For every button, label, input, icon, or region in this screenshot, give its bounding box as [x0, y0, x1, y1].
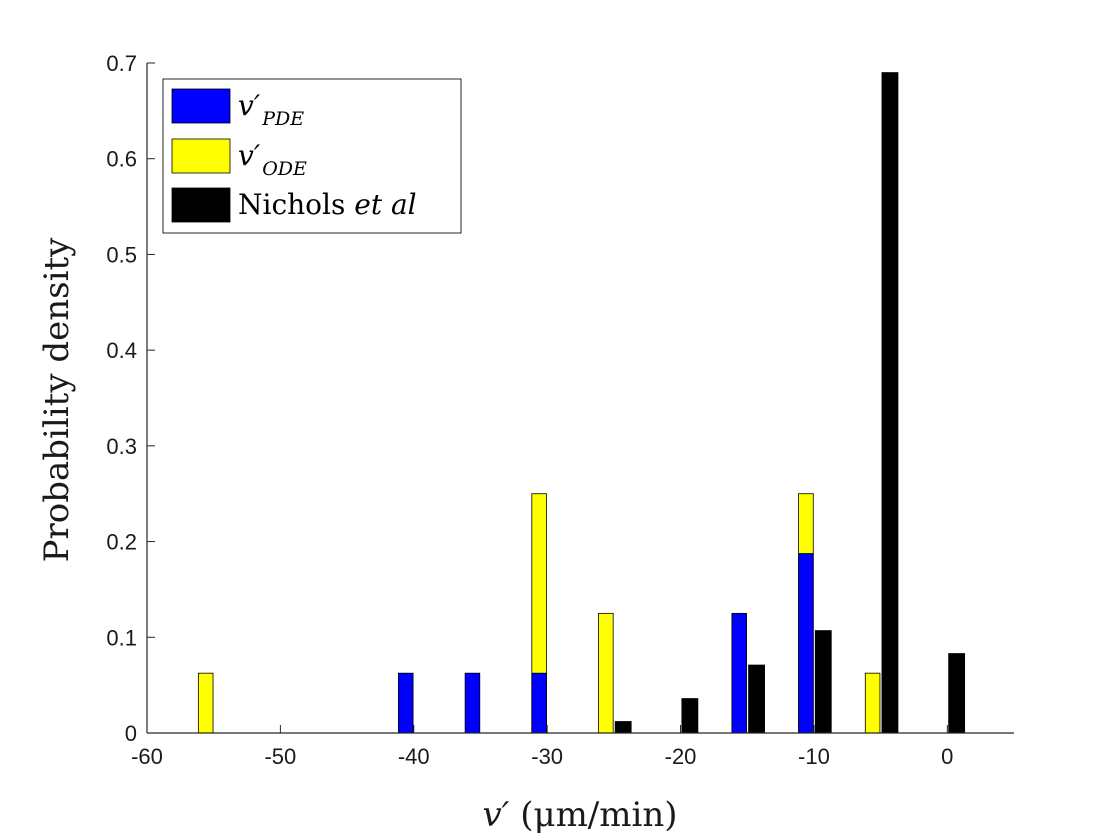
bar-vpde-2 — [531, 672, 547, 734]
bars-layer — [197, 72, 966, 734]
x-tick-label: -20 — [665, 744, 697, 769]
legend: v′ PDE v′ ODE Nichols et al — [162, 78, 462, 234]
bar-vpde-3 — [731, 612, 747, 734]
legend-swatch-1 — [171, 138, 231, 174]
bar-nicholsetal-1 — [681, 698, 699, 734]
x-axis-title-variable: v′ — [482, 795, 509, 835]
legend-swatch-2 — [171, 187, 231, 223]
legend-label-0: v′ PDE — [238, 89, 304, 130]
y-tick-label: 0.1 — [106, 625, 137, 650]
bar-vpde-0 — [398, 672, 414, 734]
y-tick-label: 0.5 — [106, 242, 137, 267]
x-axis-title-units: (μm/min) — [520, 795, 677, 835]
y-tick-label: 0.7 — [106, 51, 137, 76]
bar-nicholsetal-3 — [814, 630, 832, 734]
y-tick-label: 0.6 — [106, 147, 137, 172]
y-tick-label: 0.4 — [106, 338, 137, 363]
legend-label-1: v′ ODE — [238, 139, 307, 180]
bar-nicholsetal-0 — [614, 721, 632, 734]
svg-text:v′ (μm/min): v′ (μm/min) — [482, 795, 677, 835]
axes-layer — [146, 63, 1014, 734]
bar-vpde-4 — [798, 553, 814, 734]
y-axis-title: Probability density — [37, 237, 77, 562]
legend-swatch-0 — [171, 88, 231, 124]
bar-nicholsetal-2 — [748, 664, 765, 734]
x-tick-label: -30 — [531, 744, 563, 769]
x-tick-label: -50 — [264, 744, 296, 769]
ticks-layer: -60 -50 -40 -30 -20 -10 0 0 0.1 0.2 0.3 0.4 0.5 0.6 0.… — [106, 51, 953, 769]
legend-label-2: Nichols et al — [238, 188, 417, 221]
bar-vode-4 — [864, 672, 881, 734]
bar-vode-0 — [197, 672, 214, 734]
x-tick-label: 0 — [941, 744, 953, 769]
y-tick-label: 0.3 — [106, 434, 137, 459]
x-tick-label: -10 — [798, 744, 830, 769]
bar-vode-2 — [598, 612, 614, 734]
y-tick-label: 0 — [125, 721, 137, 746]
y-tick-label: 0.2 — [106, 530, 137, 555]
x-axis-title: v′ (μm/min) — [482, 795, 677, 835]
bar-vpde-1 — [464, 672, 481, 734]
x-tick-label: -40 — [398, 744, 430, 769]
x-tick-label: -60 — [131, 744, 163, 769]
bar-nicholsetal-5 — [948, 653, 966, 734]
bar-nicholsetal-4 — [881, 72, 899, 734]
